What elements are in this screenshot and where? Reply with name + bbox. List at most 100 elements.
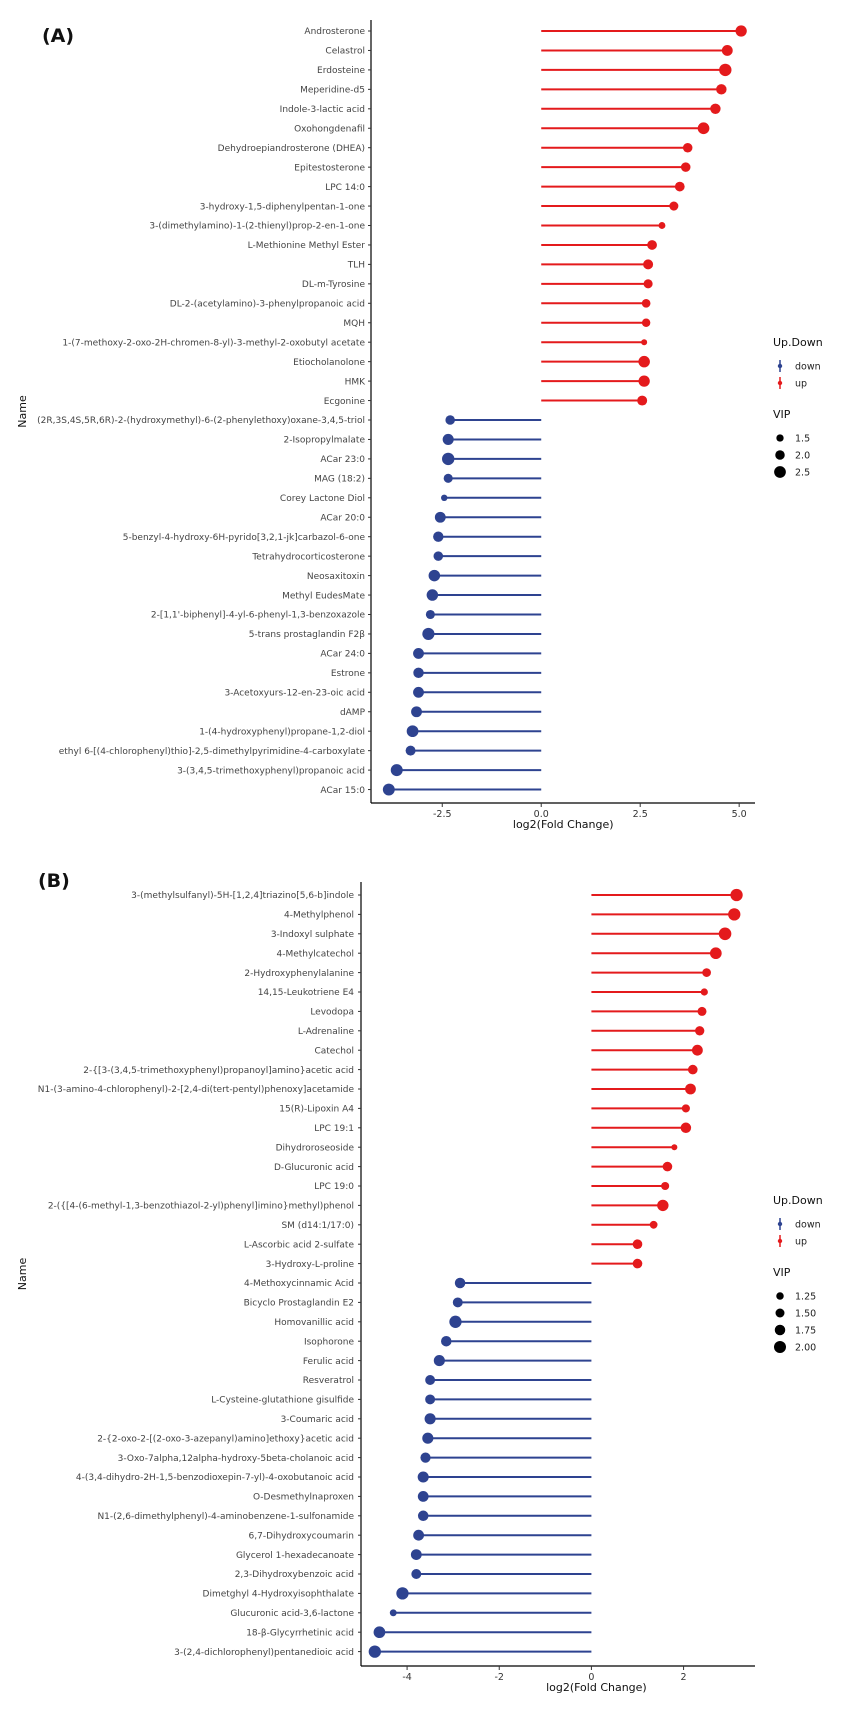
y-tick-label: Isophorone — [304, 1337, 354, 1347]
lollipop-point — [422, 1432, 434, 1444]
lollipop-point — [406, 725, 419, 738]
lollipop-point — [428, 569, 441, 582]
legend-label: up — [795, 1237, 807, 1248]
y-tick-label: TLH — [347, 261, 365, 271]
y-tick-label: Celastrol — [325, 47, 365, 57]
lollipop-point — [417, 1491, 429, 1502]
y-tick-label: 15(R)-Lipoxin A4 — [279, 1105, 354, 1115]
y-tick-label: 14,15-Leukotriene E4 — [258, 988, 355, 998]
lollipop-point — [368, 1645, 381, 1658]
lollipop-point — [413, 686, 424, 698]
lollipop-point — [425, 609, 435, 620]
lollipop-point — [695, 1026, 705, 1036]
y-tick-label: 2-{[3-(3,4,5-trimethoxyphenyl)propanoyl]… — [83, 1066, 354, 1076]
lollipop-point — [728, 908, 741, 921]
y-tick-label: 2-Isopropylmalate — [284, 436, 366, 446]
y-tick-label: 4-Methylphenol — [284, 911, 354, 921]
legend-size-key — [775, 1308, 785, 1318]
lollipop-point — [680, 162, 691, 172]
legend-size-key — [775, 450, 785, 460]
y-tick-label: ACar 24:0 — [320, 650, 365, 660]
y-tick-label: O-Desmethylnaproxen — [253, 1493, 354, 1503]
lollipop-point — [424, 1413, 436, 1425]
lollipop-point — [632, 1239, 643, 1249]
y-tick-label: MQH — [343, 319, 365, 329]
lollipop-point — [425, 1394, 436, 1405]
lollipop-point — [721, 45, 733, 56]
y-tick-label: LPC 19:1 — [314, 1124, 354, 1134]
y-tick-label: dAMP — [340, 708, 366, 718]
lollipop-point — [649, 1220, 658, 1229]
lollipop-point — [682, 142, 693, 153]
chart-panel-a: (A) -2.5 0.0 2.5 5.0 log2(Fold Change) Name And… — [16, 20, 823, 831]
y-tick-label: Ecgonine — [324, 397, 366, 407]
y-tick-label: Epitestosterone — [294, 163, 365, 173]
y-tick-label: 2,3-Dihydroxybenzoic acid — [235, 1570, 354, 1580]
lollipop-point — [410, 1549, 422, 1560]
lollipop-point — [691, 1044, 703, 1056]
y-tick-label: Levodopa — [310, 1008, 354, 1018]
y-tick-label: Dihydroroseoside — [276, 1143, 355, 1153]
y-tick-label: 3-(3,4,5-trimethoxyphenyl)propanoic acid — [177, 766, 365, 776]
lollipop-point — [420, 1452, 431, 1463]
lollipop-point — [405, 745, 416, 756]
y-tick-label: N1-(3-amino-4-chlorophenyl)-2-[2,4-di(te… — [38, 1085, 355, 1095]
y-tick-label: N1-(2,6-dimethylphenyl)-4-aminobenzene-1… — [97, 1512, 354, 1522]
x-axis-title: log2(Fold Change) — [513, 818, 614, 831]
y-tick-label: HMK — [345, 377, 367, 387]
y-tick-label: LPC 19:0 — [314, 1182, 354, 1192]
legend-color-title: Up.Down — [773, 1194, 823, 1207]
lollipop-point — [669, 201, 679, 211]
lollipop-point — [702, 968, 711, 977]
legend-label: 1.75 — [795, 1326, 816, 1337]
lollipop-point — [643, 259, 654, 270]
y-tick-label: L-Ascorbic acid 2-sulfate — [244, 1240, 355, 1250]
chart-panel-b: (B) -4 -2 0 2 log2(Fold Change) Name 3-(methyls… — [16, 870, 823, 1694]
y-tick-label: ACar 20:0 — [320, 513, 365, 523]
legend-label: 1.50 — [795, 1309, 816, 1320]
legend-size-title: VIP — [773, 408, 791, 421]
y-tick-label: 1-(4-hydroxyphenyl)propane-1,2-diol — [199, 727, 365, 737]
lollipop-point — [413, 667, 424, 679]
legend-size-key — [774, 1341, 786, 1353]
legend-label: up — [795, 379, 807, 390]
lollipop-point — [700, 988, 708, 996]
lollipop-point — [716, 84, 727, 95]
y-tick-label: 3-Indoxyl sulphate — [271, 930, 355, 940]
legend-size-key — [774, 1324, 786, 1336]
lollipop-point — [632, 1258, 643, 1269]
y-tick-label: 18-β-Glycyrrhetinic acid — [246, 1628, 354, 1638]
y-tick-label: SM (d14:1/17:0) — [281, 1221, 354, 1231]
y-tick-label: 6,7-Dihydroxycoumarin — [249, 1531, 354, 1541]
legend: Up.Down down up VIP 1.25 1.50 1.75 2.00 — [773, 1194, 823, 1354]
lollipop-point — [417, 1510, 429, 1522]
legend-key-down-dot — [777, 363, 783, 369]
lollipop-point — [638, 355, 650, 368]
legend-label: 1.5 — [795, 434, 810, 445]
legend: Up.Down down up VIP 1.5 2.0 2.5 — [773, 336, 823, 479]
legend-label: 1.25 — [795, 1292, 816, 1303]
y-tick-label: 1-(7-methoxy-2-oxo-2H-chromen-8-yl)-3-me… — [62, 338, 365, 348]
y-tick-label: Bicyclo Prostaglandin E2 — [244, 1299, 354, 1309]
y-tick-label: 5-benzyl-4-hydroxy-6H-pyrido[3,2,1-jk]ca… — [123, 533, 366, 543]
lollipop-point — [710, 103, 721, 115]
lollipop-point — [411, 706, 422, 718]
lollipop-point — [434, 511, 446, 523]
lollipop-point — [433, 1355, 445, 1367]
y-tick-label: Indole-3-lactic acid — [280, 105, 365, 115]
legend-size-key — [776, 1292, 784, 1300]
x-tick-label: -4 — [402, 1672, 411, 1683]
y-axis-title: Name — [16, 1258, 29, 1291]
lollipop-point — [433, 531, 444, 542]
lollipop-point — [425, 1375, 436, 1385]
y-tick-label: 3-Acetoxyurs-12-en-23-oic acid — [224, 689, 365, 699]
y-axis-title: Name — [16, 395, 29, 428]
lollipop-point — [637, 395, 648, 406]
x-tick-label: 2 — [681, 1672, 687, 1683]
y-tick-label: 3-Coumaric acid — [281, 1415, 354, 1425]
legend-label: 2.00 — [795, 1343, 816, 1354]
y-tick-label: ACar 15:0 — [320, 786, 365, 796]
lollipop-point — [396, 1587, 409, 1600]
x-tick-label: 5.0 — [732, 809, 747, 820]
